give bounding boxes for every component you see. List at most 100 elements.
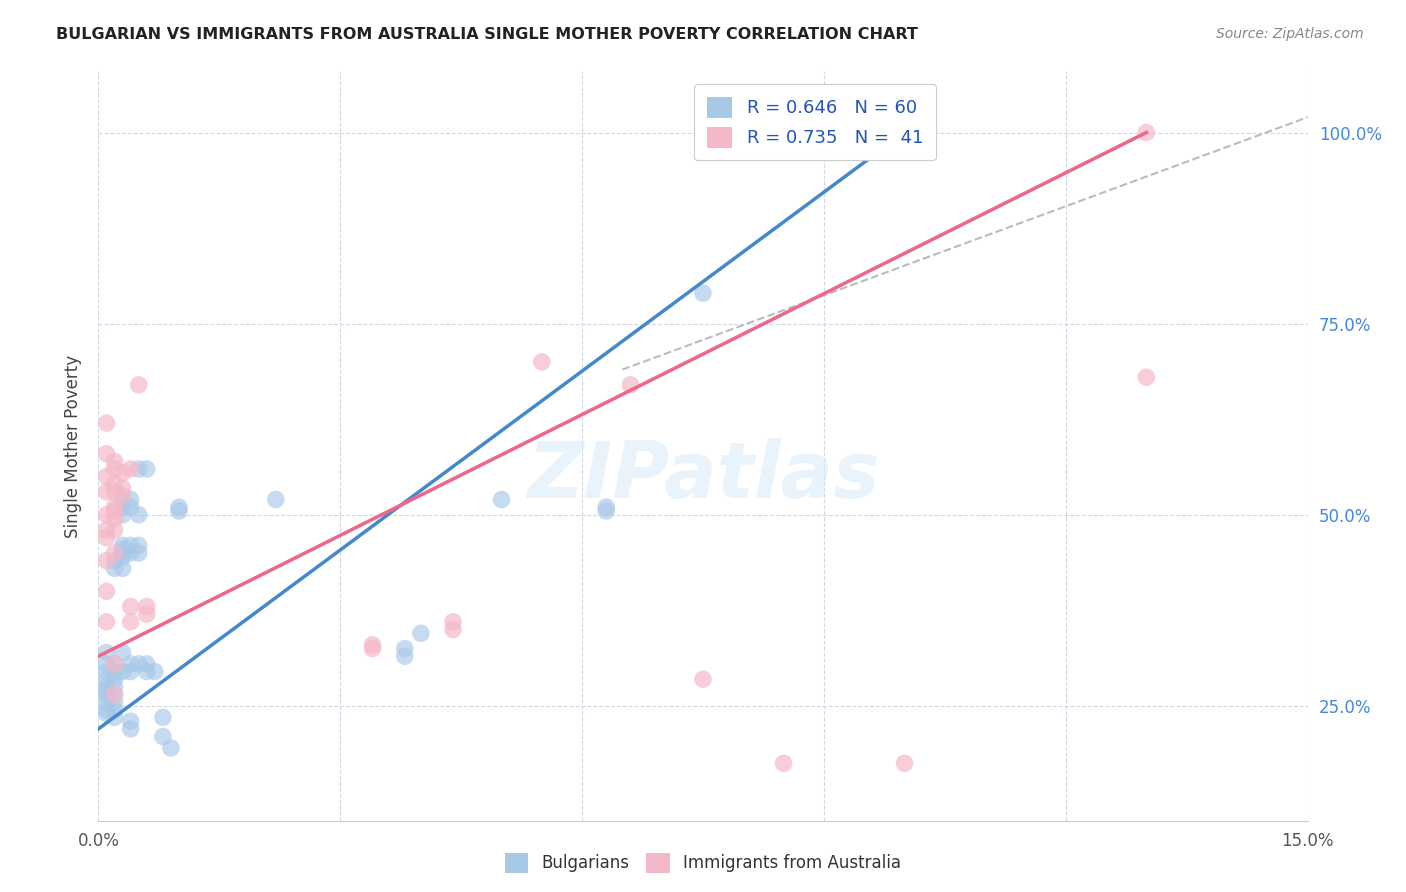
Point	[96, 508, 118, 522]
Point	[152, 710, 174, 724]
Point	[96, 469, 118, 483]
Point	[96, 615, 118, 629]
Point	[111, 500, 134, 515]
Point	[111, 546, 134, 560]
Y-axis label: Single Mother Poverty: Single Mother Poverty	[63, 354, 82, 538]
Point	[103, 688, 125, 702]
Point	[96, 584, 118, 599]
Point	[96, 665, 118, 679]
Point	[103, 665, 125, 679]
Point	[103, 554, 125, 568]
Point	[120, 599, 142, 614]
Point	[103, 710, 125, 724]
Point	[135, 462, 157, 476]
Point	[96, 703, 118, 717]
Point	[103, 511, 125, 525]
Point	[135, 665, 157, 679]
Point	[96, 484, 118, 499]
Point	[264, 492, 287, 507]
Point	[893, 756, 915, 771]
Point	[120, 492, 142, 507]
Point	[361, 638, 384, 652]
Point	[491, 492, 513, 507]
Point	[120, 657, 142, 671]
Point	[103, 500, 125, 515]
Point	[103, 657, 125, 671]
Point	[96, 447, 118, 461]
Point	[120, 722, 142, 736]
Point	[160, 741, 183, 756]
Point	[772, 756, 794, 771]
Point	[700, 829, 723, 843]
Point	[120, 615, 142, 629]
Point	[128, 546, 150, 560]
Point	[167, 504, 190, 518]
Point	[96, 554, 118, 568]
Point	[441, 623, 464, 637]
Point	[128, 538, 150, 552]
Point	[135, 657, 157, 671]
Point	[135, 599, 157, 614]
Point	[103, 680, 125, 694]
Point	[1135, 370, 1157, 384]
Legend: Bulgarians, Immigrants from Australia: Bulgarians, Immigrants from Australia	[498, 847, 908, 880]
Point	[111, 645, 134, 659]
Point	[96, 645, 118, 659]
Point	[595, 504, 617, 518]
Text: ZIPatlas: ZIPatlas	[527, 438, 879, 514]
Point	[96, 680, 118, 694]
Point	[120, 665, 142, 679]
Point	[361, 641, 384, 656]
Point	[120, 462, 142, 476]
Point	[96, 683, 118, 698]
Point	[120, 714, 142, 729]
Point	[167, 500, 190, 515]
Point	[409, 626, 432, 640]
Point	[128, 462, 150, 476]
Point	[103, 695, 125, 709]
Point	[394, 649, 416, 664]
Point	[893, 126, 915, 140]
Point	[96, 695, 118, 709]
Point	[111, 538, 134, 552]
Point	[1135, 126, 1157, 140]
Point	[692, 672, 714, 686]
Point	[111, 492, 134, 507]
Point	[96, 657, 118, 671]
Point	[103, 484, 125, 499]
Point	[143, 665, 166, 679]
Point	[111, 665, 134, 679]
Point	[692, 286, 714, 301]
Point	[111, 489, 134, 503]
Point	[103, 477, 125, 491]
Point	[103, 657, 125, 671]
Text: BULGARIAN VS IMMIGRANTS FROM AUSTRALIA SINGLE MOTHER POVERTY CORRELATION CHART: BULGARIAN VS IMMIGRANTS FROM AUSTRALIA S…	[56, 27, 918, 42]
Point	[103, 504, 125, 518]
Legend: R = 0.646   N = 60, R = 0.735   N =  41: R = 0.646 N = 60, R = 0.735 N = 41	[695, 84, 936, 161]
Point	[111, 542, 134, 557]
Point	[128, 377, 150, 392]
Point	[394, 641, 416, 656]
Point	[111, 466, 134, 480]
Point	[96, 672, 118, 686]
Point	[120, 546, 142, 560]
Point	[103, 561, 125, 575]
Point	[103, 546, 125, 560]
Point	[96, 416, 118, 430]
Text: Source: ZipAtlas.com: Source: ZipAtlas.com	[1216, 27, 1364, 41]
Point	[96, 688, 118, 702]
Point	[595, 500, 617, 515]
Point	[103, 454, 125, 468]
Point	[135, 607, 157, 622]
Point	[152, 730, 174, 744]
Point	[103, 523, 125, 537]
Point	[530, 355, 553, 369]
Point	[103, 688, 125, 702]
Point	[120, 500, 142, 515]
Point	[103, 462, 125, 476]
Point	[128, 508, 150, 522]
Point	[128, 657, 150, 671]
Point	[111, 561, 134, 575]
Point	[96, 706, 118, 721]
Point	[619, 377, 641, 392]
